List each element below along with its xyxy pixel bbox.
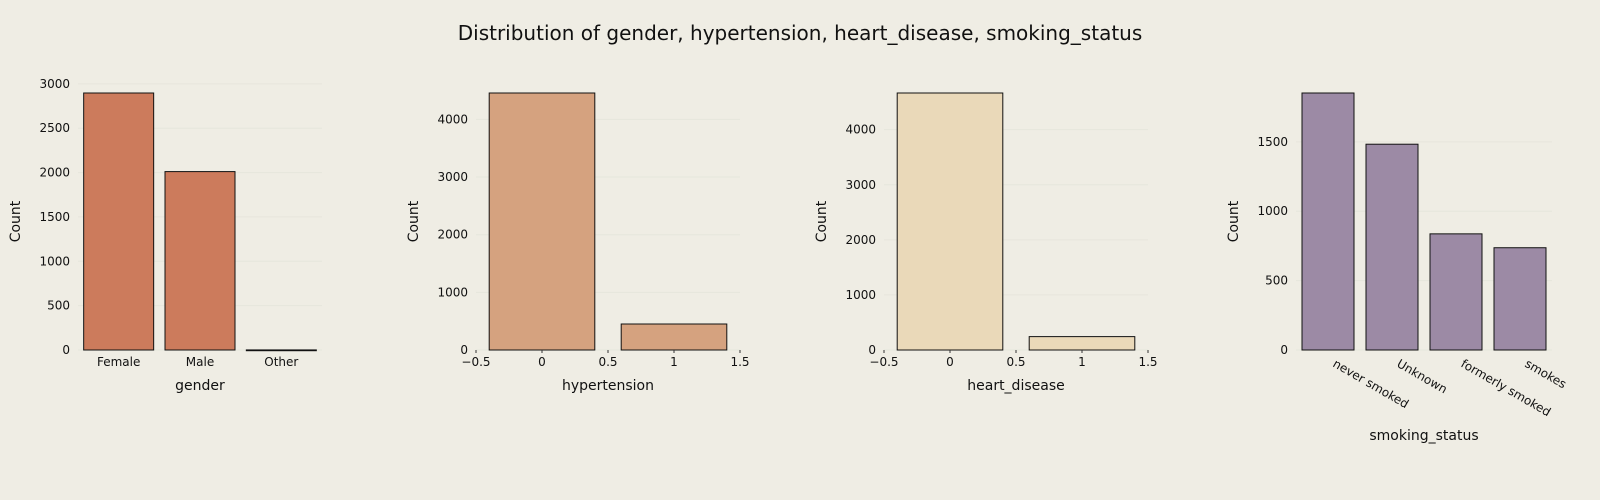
- y-axis-label: Count: [8, 200, 24, 242]
- y-tick-label: 1500: [39, 210, 70, 224]
- y-tick-label: 0: [460, 343, 468, 357]
- bar-1: [1028, 336, 1136, 351]
- x-axis-label: heart_disease: [967, 378, 1064, 394]
- bar-1: [620, 323, 728, 351]
- bar-formerly-smoked: [1429, 233, 1483, 351]
- x-tick-label: 0.5: [1006, 355, 1025, 369]
- bar-smokes: [1493, 247, 1547, 351]
- y-tick-label: 500: [47, 299, 70, 313]
- x-tick-label: 0: [538, 355, 546, 369]
- y-tick-label: 2000: [39, 166, 70, 180]
- y-tick-label: 0: [62, 343, 70, 357]
- x-tick-label: Other: [264, 355, 298, 369]
- y-tick-label: 1000: [437, 285, 468, 299]
- y-axis-label: Count: [814, 200, 830, 242]
- bar-0: [488, 92, 596, 351]
- bar-never-smoked: [1301, 92, 1355, 351]
- x-tick-label: Female: [97, 355, 140, 369]
- bar-0: [896, 92, 1004, 351]
- x-tick-label: 1.5: [730, 355, 749, 369]
- y-axis-label: Count: [406, 200, 422, 242]
- x-tick-label: smokes: [1523, 356, 1569, 391]
- y-axis-label: Count: [1226, 200, 1242, 242]
- x-axis-label: smoking_status: [1369, 428, 1478, 444]
- y-tick-label: 3000: [845, 178, 876, 192]
- y-tick-label: 3000: [437, 170, 468, 184]
- y-tick-label: 0: [1280, 343, 1288, 357]
- bar-male: [164, 171, 236, 351]
- x-tick-label: 0.5: [598, 355, 617, 369]
- x-axis-label: hypertension: [562, 378, 654, 394]
- subplot-gender: 0 500 1000 1500 2000 2500 3000 Female Male Other g…: [8, 77, 322, 394]
- y-tick-label: 1500: [1257, 135, 1288, 149]
- bar-other: [245, 349, 317, 352]
- x-tick-label: −0.5: [461, 355, 490, 369]
- x-tick-label: 1: [670, 355, 678, 369]
- y-tick-label: 1000: [845, 288, 876, 302]
- x-axis-label: gender: [175, 378, 225, 394]
- x-tick-label: Male: [186, 355, 214, 369]
- y-tick-label: 2000: [437, 228, 468, 242]
- y-tick-label: 2500: [39, 121, 70, 135]
- figure-title: Distribution of gender, hypertension, he…: [458, 21, 1143, 45]
- y-tick-label: 500: [1265, 274, 1288, 288]
- x-tick-label: Unknown: [1395, 356, 1450, 396]
- x-tick-label: 0: [946, 355, 954, 369]
- bar-unknown: [1365, 143, 1419, 351]
- bar-female: [83, 92, 155, 351]
- x-tick-label: −0.5: [869, 355, 898, 369]
- y-tick-label: 0: [868, 343, 876, 357]
- y-tick-label: 1000: [1257, 204, 1288, 218]
- y-tick-label: 4000: [437, 112, 468, 126]
- y-tick-label: 3000: [39, 77, 70, 91]
- y-tick-label: 4000: [845, 123, 876, 137]
- y-tick-label: 1000: [39, 254, 70, 268]
- y-tick-label: 2000: [845, 233, 876, 247]
- x-tick-label: 1.5: [1138, 355, 1157, 369]
- x-tick-label: 1: [1078, 355, 1086, 369]
